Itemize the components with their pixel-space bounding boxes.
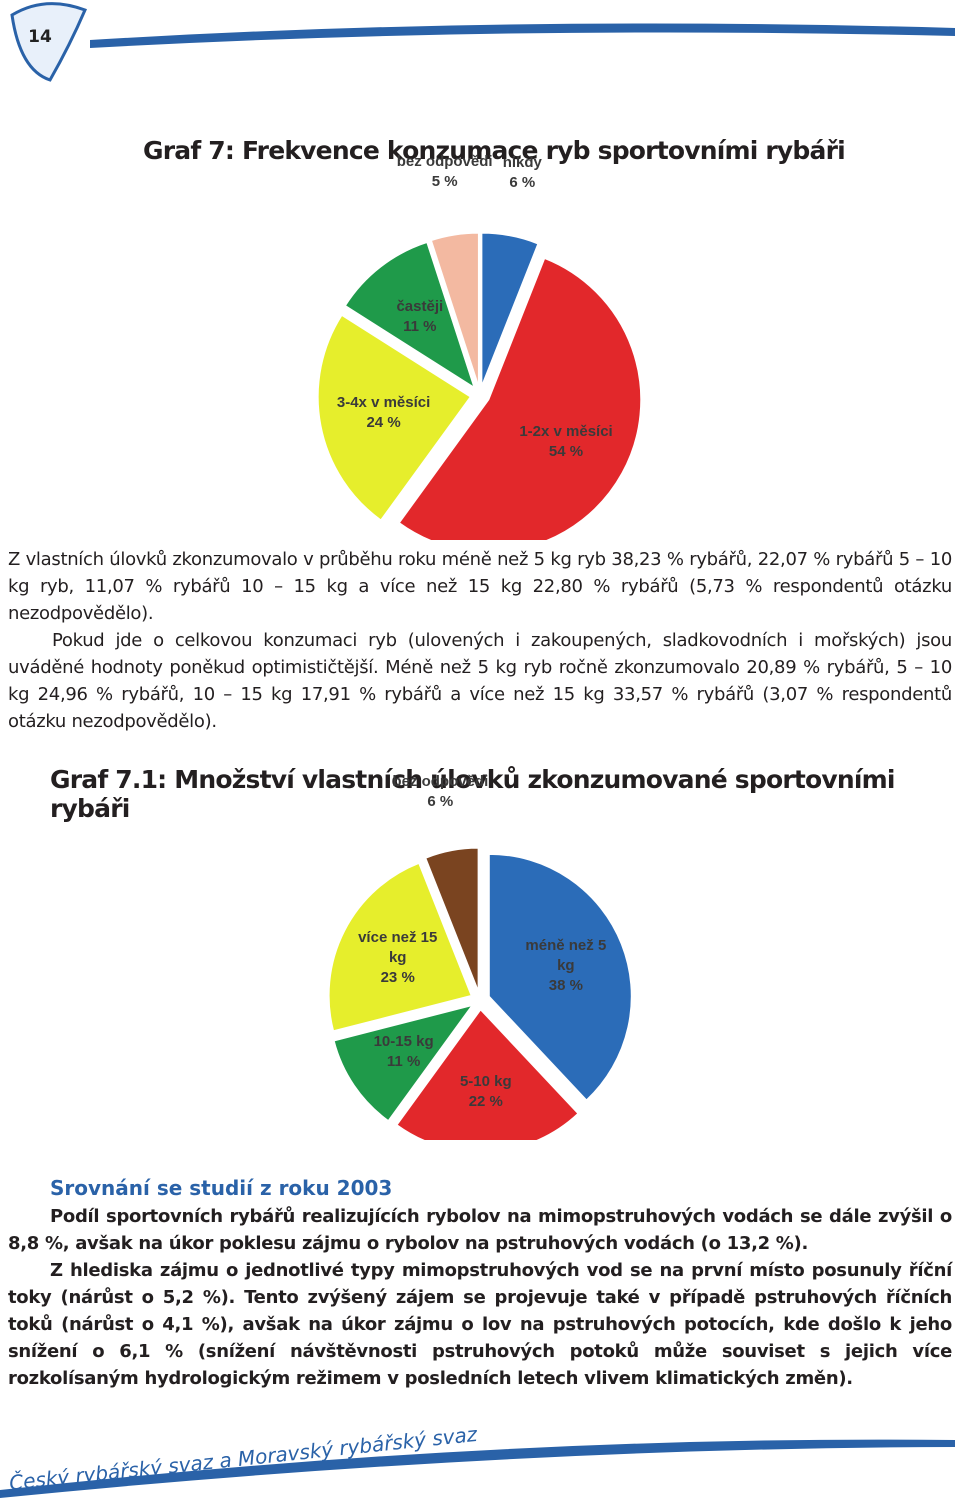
pie-slice (317, 314, 471, 521)
slice-label: méně než 5 kg 38 % (516, 936, 616, 996)
category-label: 5-10 kg (459, 1073, 512, 1091)
pie-slice (344, 241, 475, 389)
page-number: 14 (28, 27, 52, 47)
section-heading: Srovnání se studií z roku 2003 (50, 1176, 393, 1200)
value-label: 22 % (468, 1093, 503, 1111)
pie-slice (398, 257, 642, 540)
pie-slice (481, 232, 539, 386)
value-label: 5 % (431, 172, 458, 190)
pie-slice (488, 853, 632, 1101)
paragraph: Z hlediska zájmu o jednotlivé typy mimop… (8, 1260, 952, 1389)
pie-svg (328, 847, 632, 1140)
slice-label: více než 15 kg 23 % (348, 928, 448, 988)
pie-slice (430, 232, 479, 386)
category-label: 1-2x v měsíci (519, 423, 613, 441)
value-label: 11 % (386, 1052, 421, 1070)
chart-title: Graf 7.1: Množství vlastních úlovků zkon… (50, 765, 895, 823)
slice-label: 3-4x v měsíci 24 % (334, 393, 434, 433)
pie-chart: nikdy 6 % 1-2x v měsíci 54 % 3-4x v měsíci 24… (0, 153, 960, 540)
value-label: 11 % (403, 318, 437, 336)
chart-title: Graf 7: Frekvence konzumace ryb sportovn… (143, 136, 846, 165)
footer-decoration: Český rybářský svaz a Moravský rybářský … (0, 1430, 955, 1498)
category-label: 10-15 kg (373, 1032, 434, 1050)
category-label: více než 15 kg (358, 929, 438, 967)
category-label: bez odpovědi (396, 152, 493, 170)
footer-swoosh (0, 1439, 955, 1498)
value-label: 24 % (366, 414, 401, 432)
slice-label: 5-10 kg 22 % (436, 1072, 536, 1112)
category-label: bez odpovědi (392, 773, 489, 791)
category-label: nikdy (502, 154, 542, 172)
slice-label: 10-15 kg 11 % (354, 1032, 454, 1072)
slice-label: častěji 11 % (370, 297, 470, 337)
value-label: 6 % (427, 793, 454, 811)
pie-slice (328, 862, 472, 1032)
pie-svg (317, 232, 642, 540)
pie-slice (425, 847, 479, 991)
value-label: 6 % (509, 174, 536, 192)
value-label: 54 % (548, 443, 584, 461)
header-swoosh (90, 23, 955, 48)
slice-label: bez odpovědi 6 % (390, 772, 490, 812)
category-label: 3-4x v měsíci (336, 394, 431, 412)
paragraph: Podíl sportovních rybářů realizujících r… (8, 1206, 952, 1254)
pie-chart: méně než 5 kg 38 % 5-10 kg 22 % 10-15 kg 11 %… (0, 773, 960, 1140)
fish-icon (10, 2, 87, 82)
paragraph: Pokud jde o celkovou konzumaci ryb (ulov… (8, 630, 952, 732)
value-label: 23 % (380, 969, 415, 987)
slice-label: nikdy 6 % (472, 153, 572, 193)
pie-slice (333, 1004, 473, 1122)
slice-label: 1-2x v měsíci 54 % (516, 422, 616, 462)
slice-label: bez odpovědi 5 % (395, 152, 495, 192)
category-label: častěji (396, 298, 444, 316)
category-label: méně než 5 kg (525, 937, 607, 974)
value-label: 38 % (548, 977, 583, 994)
pie-slice (396, 1009, 579, 1140)
paragraph: Z vlastních úlovků zkonzumovalo v průběh… (8, 549, 952, 624)
header-decoration: 14 (10, 2, 955, 82)
